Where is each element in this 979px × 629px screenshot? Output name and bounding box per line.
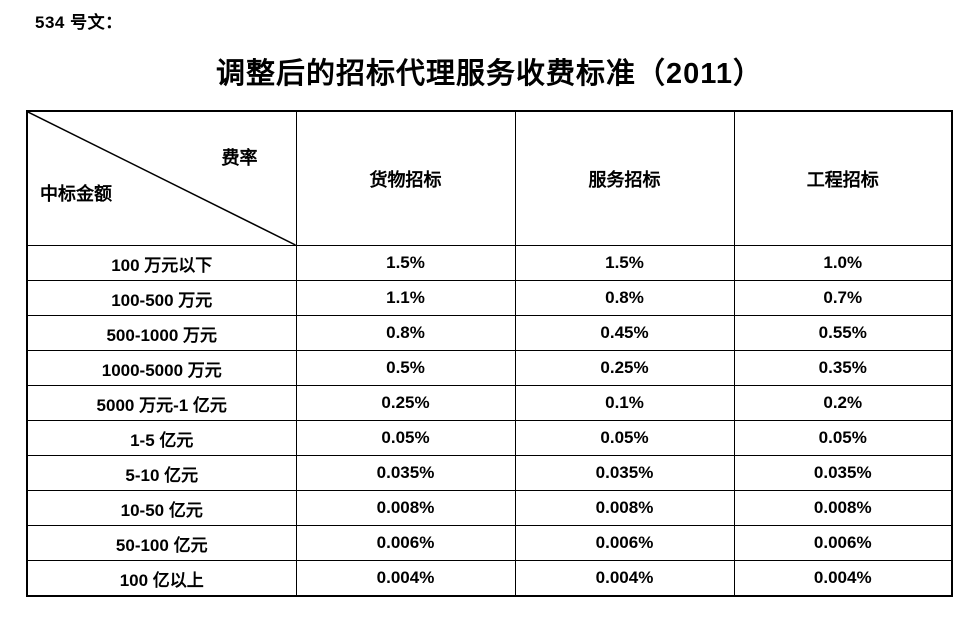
table-row: 500-1000 万元 0.8% 0.45% 0.55% (26, 315, 953, 351)
rate-cell: 0.35% (733, 350, 953, 386)
rate-cell: 0.008% (295, 490, 516, 526)
rate-cell: 0.035% (733, 455, 953, 491)
rate-cell: 1.5% (514, 245, 735, 281)
table-row: 100 万元以下 1.5% 1.5% 1.0% (26, 245, 953, 281)
rate-cell: 0.45% (514, 315, 735, 351)
table-row: 1-5 亿元 0.05% 0.05% 0.05% (26, 420, 953, 456)
amount-cell: 1-5 亿元 (26, 420, 297, 456)
rate-cell: 0.004% (295, 560, 516, 597)
column-header-engineering-bidding: 工程招标 (733, 110, 953, 246)
amount-cell: 50-100 亿元 (26, 525, 297, 561)
rate-cell: 1.5% (295, 245, 516, 281)
amount-cell: 10-50 亿元 (26, 490, 297, 526)
rate-cell: 0.035% (295, 455, 516, 491)
rate-cell: 0.004% (733, 560, 953, 597)
diagonal-header-cell: 费率 中标金额 (26, 110, 297, 246)
corner-label-rate: 费率 (221, 148, 258, 168)
table-row: 100-500 万元 1.1% 0.8% 0.7% (26, 280, 953, 316)
rate-cell: 0.004% (514, 560, 735, 597)
rate-cell: 0.035% (514, 455, 735, 491)
rate-cell: 0.006% (514, 525, 735, 561)
doc-number: 534 号文： (35, 13, 123, 32)
table-row: 5-10 亿元 0.035% 0.035% 0.035% (26, 455, 953, 491)
rate-cell: 0.006% (733, 525, 953, 561)
table-row: 10-50 亿元 0.008% 0.008% 0.008% (26, 490, 953, 526)
table-header-row: 费率 中标金额 货物招标 服务招标 工程招标 (26, 110, 953, 246)
fee-table: 费率 中标金额 货物招标 服务招标 工程招标 100 万元以下 1.5% 1.5… (26, 110, 953, 597)
amount-cell: 5-10 亿元 (26, 455, 297, 491)
diagonal-line (28, 112, 296, 245)
amount-cell: 100-500 万元 (26, 280, 297, 316)
rate-cell: 0.008% (733, 490, 953, 526)
rate-cell: 1.1% (295, 280, 516, 316)
rate-cell: 0.25% (514, 350, 735, 386)
rate-cell: 0.7% (733, 280, 953, 316)
rate-cell: 0.008% (514, 490, 735, 526)
amount-cell: 100 万元以下 (26, 245, 297, 281)
rate-cell: 0.05% (733, 420, 953, 456)
table-row: 100 亿以上 0.004% 0.004% 0.004% (26, 560, 953, 597)
rate-cell: 0.2% (733, 385, 953, 421)
rate-cell: 0.05% (295, 420, 516, 456)
table-row: 5000 万元-1 亿元 0.25% 0.1% 0.2% (26, 385, 953, 421)
rate-cell: 0.55% (733, 315, 953, 351)
rate-cell: 0.25% (295, 385, 516, 421)
amount-cell: 500-1000 万元 (26, 315, 297, 351)
column-header-goods-bidding: 货物招标 (295, 110, 516, 246)
page-title: 调整后的招标代理服务收费标准（2011） (216, 58, 763, 90)
rate-cell: 0.8% (514, 280, 735, 316)
table-row: 50-100 亿元 0.006% 0.006% 0.006% (26, 525, 953, 561)
amount-cell: 100 亿以上 (26, 560, 297, 597)
amount-cell: 1000-5000 万元 (26, 350, 297, 386)
rate-cell: 1.0% (733, 245, 953, 281)
rate-cell: 0.8% (295, 315, 516, 351)
table-row: 1000-5000 万元 0.5% 0.25% 0.35% (26, 350, 953, 386)
rate-cell: 0.05% (514, 420, 735, 456)
rate-cell: 0.006% (295, 525, 516, 561)
rate-cell: 0.5% (295, 350, 516, 386)
column-header-service-bidding: 服务招标 (514, 110, 735, 246)
amount-cell: 5000 万元-1 亿元 (26, 385, 297, 421)
rate-cell: 0.1% (514, 385, 735, 421)
corner-label-amount: 中标金额 (40, 184, 112, 204)
